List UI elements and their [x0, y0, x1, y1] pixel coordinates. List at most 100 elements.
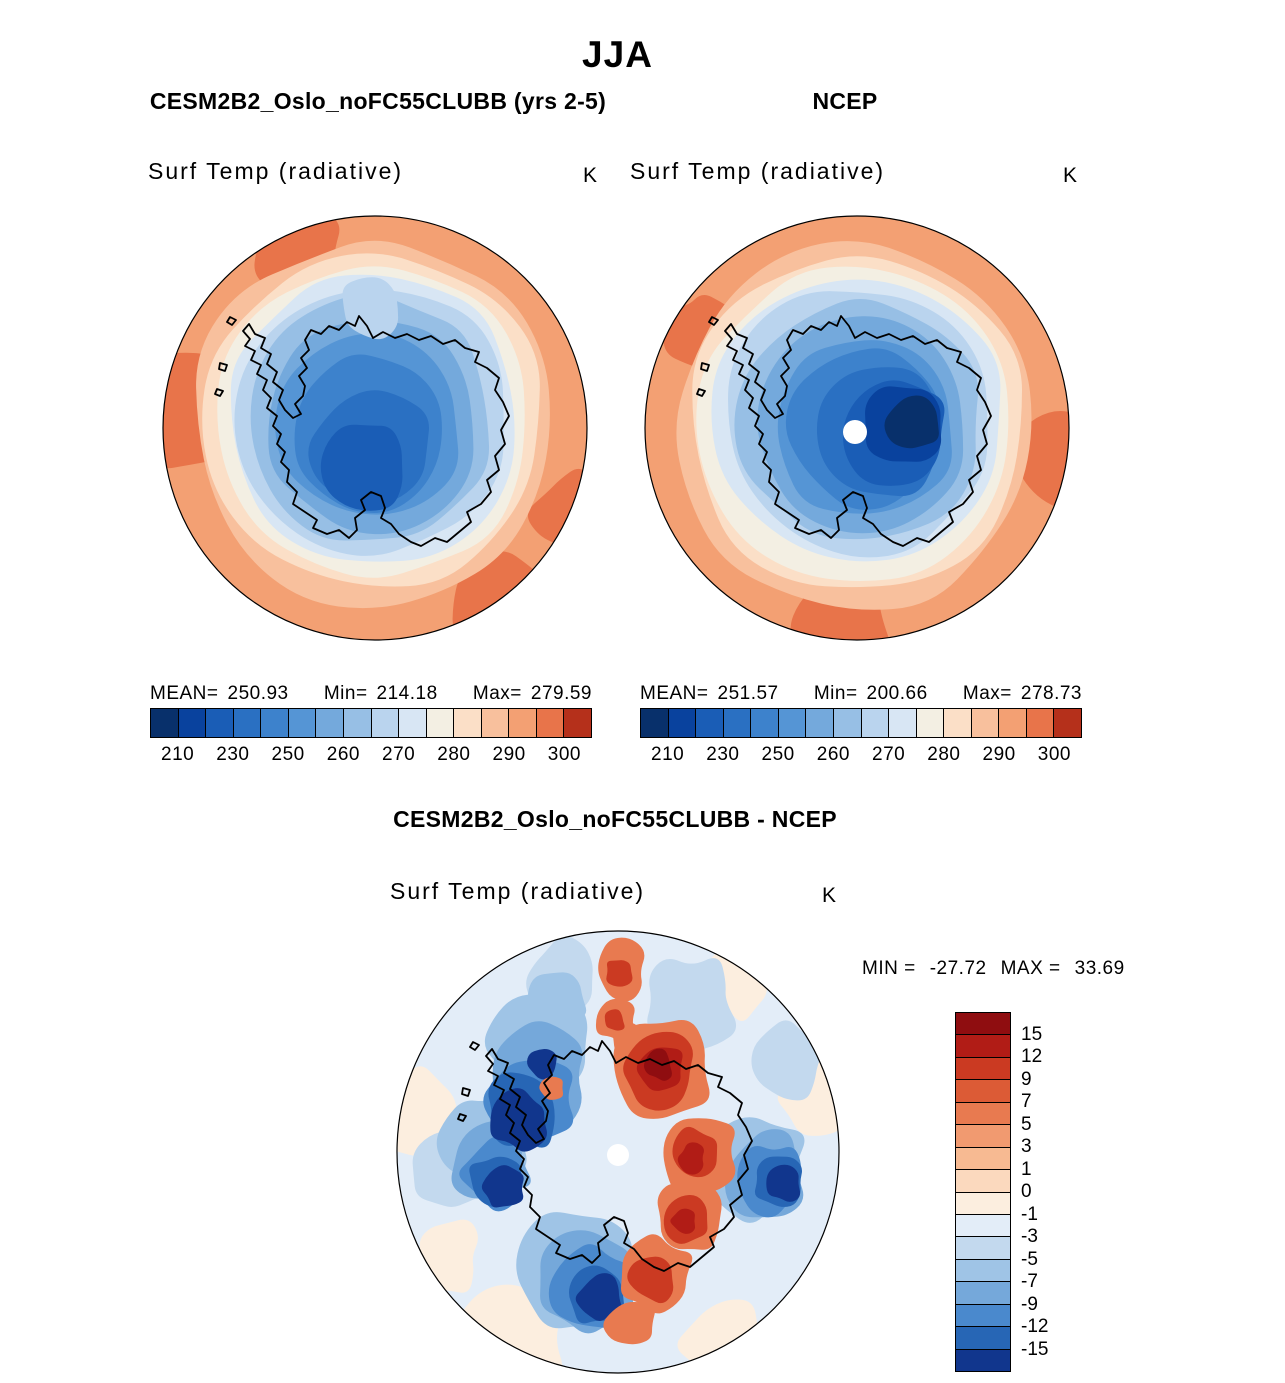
- map-boundary-circle: [644, 215, 1070, 641]
- colorbar-segment: [956, 1259, 1010, 1283]
- colorbar-segment: [641, 709, 669, 737]
- colorbar-segments: [150, 708, 592, 738]
- colorbar-segment: [956, 1013, 1010, 1036]
- min-value: -27.72: [929, 958, 987, 979]
- colorbar-tick-label: -5: [1021, 1248, 1038, 1270]
- field-title-diff: Surf Temp (radiative): [390, 878, 646, 904]
- mean-label: MEAN=: [150, 683, 219, 704]
- contour-fill: [677, 1142, 704, 1175]
- colorbar-tick-label: 12: [1021, 1046, 1043, 1067]
- colorbar-segment: [956, 1080, 1010, 1103]
- colorbar-segment: [454, 709, 482, 737]
- max-value: 278.73: [1020, 683, 1082, 704]
- colorbar-tick-label: 300: [1037, 744, 1071, 765]
- colorbar-tick-label: 230: [216, 744, 250, 765]
- colorbar-segment: [481, 709, 510, 737]
- colorbar-segment: [956, 1282, 1010, 1305]
- colorbar-segment: [956, 1170, 1010, 1193]
- contour-fill: [884, 395, 939, 449]
- colorbar-tick-label: 5: [1021, 1113, 1032, 1135]
- colorbar-segment: [861, 709, 890, 737]
- contour-fill: [751, 1020, 824, 1101]
- colorbar-tick-label: -7: [1021, 1271, 1038, 1292]
- colorbar-segment: [999, 709, 1027, 737]
- colorbar-tick-labels: 15 12 9 7 5 3 1 0 -1 -3 -5 -7 -9 -12 -15: [1021, 1012, 1071, 1372]
- max-label: Max=: [962, 683, 1012, 704]
- colorbar-tick-label: 0: [1021, 1181, 1032, 1202]
- colorbar-segment: [1026, 709, 1055, 737]
- colorbar-segment: [956, 1102, 1010, 1126]
- contour-fill: [528, 972, 587, 1020]
- colorbar-diff: 15 12 9 7 5 3 1 0 -1 -3 -5 -7 -9 -12 -15: [955, 1012, 1048, 1372]
- colorbar-tick-label: 300: [547, 744, 581, 765]
- colorbar-segment: [956, 1192, 1010, 1215]
- contour-fill: [643, 1048, 672, 1081]
- colorbar-segment: [261, 709, 289, 737]
- mean-value: 250.93: [227, 683, 289, 704]
- max-label: MAX =: [1000, 958, 1061, 979]
- colorbar-segment: [399, 709, 427, 737]
- colorbar-segment: [956, 1304, 1010, 1328]
- mean-label: MEAN=: [640, 683, 709, 704]
- colorbar-segment: [426, 709, 455, 737]
- colorbar-segment: [288, 709, 317, 737]
- colorbar-segment: [833, 709, 862, 737]
- map-diff: [396, 930, 840, 1374]
- colorbar-segment: [956, 1237, 1010, 1260]
- stats-ncep: MEAN= 251.57 Min= 200.66 Max= 278.73: [640, 683, 1082, 705]
- colorbar-segment: [151, 709, 179, 737]
- colorbar-tick-label: -12: [1021, 1316, 1049, 1337]
- min-label: MIN =: [862, 958, 916, 979]
- map-model: [162, 215, 588, 641]
- contour-fill: [481, 1165, 524, 1208]
- colorbar-segment: [723, 709, 752, 737]
- colorbar-tick-label: 250: [761, 744, 795, 765]
- colorbar-segment: [956, 1327, 1010, 1350]
- contour-fill: [766, 1164, 801, 1202]
- colorbar-tick-label: 7: [1021, 1091, 1032, 1112]
- colorbar-tick-label: 210: [651, 744, 685, 765]
- colorbar-tick-label: 260: [326, 744, 360, 765]
- colorbar-segment: [509, 709, 537, 737]
- field-title-model: Surf Temp (radiative): [148, 158, 404, 184]
- colorbar-tick-label: 270: [872, 744, 906, 765]
- colorbar-segment: [956, 1147, 1010, 1171]
- colorbar-tick-label: -3: [1021, 1226, 1038, 1247]
- colorbar-tick-label: -15: [1021, 1338, 1049, 1360]
- colorbar-segment: [956, 1057, 1010, 1081]
- contour-fill: [1015, 411, 1069, 510]
- contour-fill: [320, 424, 403, 511]
- contour-fill: [603, 1301, 655, 1345]
- figure-title: JJA: [582, 34, 653, 75]
- colorbar-tick-label: 3: [1021, 1136, 1032, 1157]
- colorbar-tick-label: -9: [1021, 1293, 1038, 1315]
- colorbar-segment: [343, 709, 372, 737]
- colorbar-tick-label: 290: [492, 744, 526, 765]
- colorbar-tick-label: 280: [437, 744, 471, 765]
- stats-diff: MIN = -27.72 MAX = 33.69: [862, 958, 1125, 980]
- colorbar-tick-label: 250: [271, 744, 305, 765]
- colorbar-segment: [178, 709, 207, 737]
- pole-missing-data-dot: [843, 420, 867, 444]
- colorbar-segment: [233, 709, 262, 737]
- colorbar-segment: [889, 709, 917, 737]
- colorbar-tick-label: -1: [1021, 1203, 1038, 1225]
- colorbar-segment: [956, 1349, 1010, 1371]
- colorbar-model: 210 230 250 260 270 280 290 300: [150, 708, 592, 765]
- colorbar-segment: [371, 709, 400, 737]
- map-boundary-circle: [162, 215, 588, 641]
- colorbar-segment: [956, 1035, 1010, 1058]
- colorbar-segment: [751, 709, 779, 737]
- colorbar-segment: [668, 709, 697, 737]
- colorbar-tick-label: 15: [1021, 1023, 1043, 1045]
- contour-fill: [527, 1048, 557, 1080]
- min-value: 200.66: [866, 683, 928, 704]
- contour-fill: [604, 1009, 625, 1031]
- colorbar-segment: [206, 709, 234, 737]
- colorbar-segment: [536, 709, 565, 737]
- colorbar-tick-label: 230: [706, 744, 740, 765]
- min-label: Min=: [323, 683, 368, 704]
- colorbar-tick-label: 290: [982, 744, 1016, 765]
- colorbar-tick-labels: 210 230 250 260 270 280 290 300: [150, 744, 592, 768]
- units-label-model: K: [583, 164, 599, 187]
